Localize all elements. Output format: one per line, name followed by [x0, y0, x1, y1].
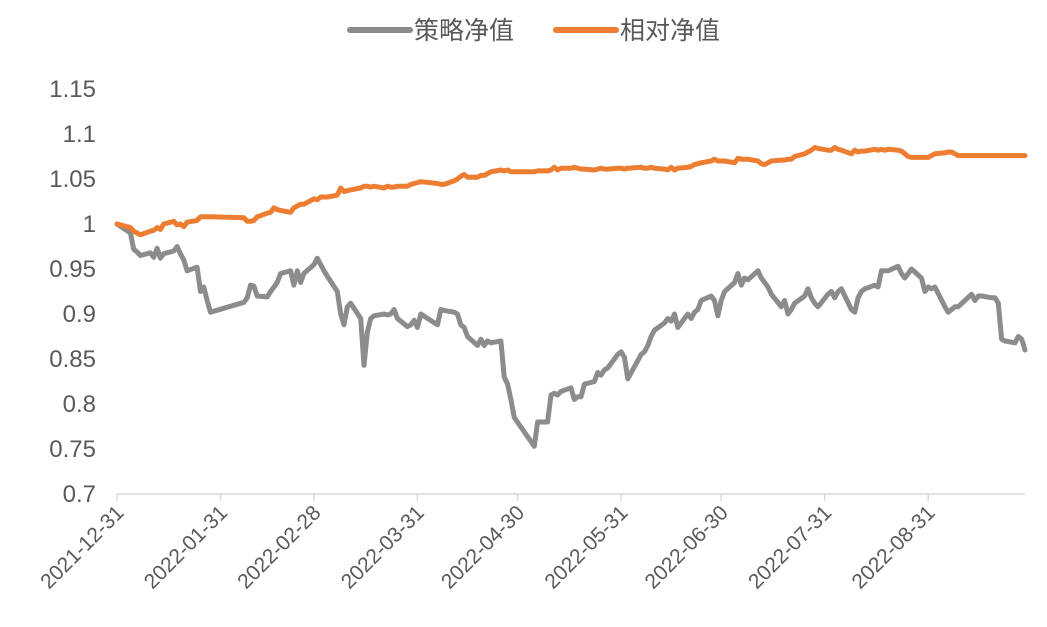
legend-label-relative: 相对净值: [620, 16, 720, 45]
x-tick-label: 2022-05-31: [540, 501, 632, 593]
y-tick-label: 1.05: [49, 166, 96, 193]
legend-item-relative: 相对净值: [553, 16, 720, 45]
y-tick-label: 1.15: [49, 76, 96, 103]
series-layer: [114, 145, 1028, 449]
series-line-relative: [114, 145, 1028, 238]
y-axis: 0.7 0.75 0.8 0.85 0.9 0.95 1 1.05 1.1 1.15: [49, 76, 96, 508]
y-tick-label: 0.75: [49, 436, 96, 463]
x-tick-label: 2022-07-31: [744, 501, 836, 593]
series-line-strategy: [114, 221, 1028, 449]
y-tick-label: 1.1: [63, 121, 96, 148]
y-tick-label: 1: [83, 211, 96, 238]
x-tick-label: 2022-08-31: [848, 501, 940, 593]
x-tick-label: 2022-04-30: [437, 501, 529, 593]
x-tick-label: 2022-02-28: [233, 501, 325, 593]
x-tick-label: 2022-06-30: [641, 501, 733, 593]
y-tick-label: 0.95: [49, 256, 96, 283]
x-tick-label: 2021-12-31: [36, 501, 128, 593]
legend-label-strategy: 策略净值: [414, 16, 514, 45]
x-tick-label: 2022-03-31: [337, 501, 429, 593]
legend: 策略净值 相对净值: [347, 16, 720, 45]
y-tick-label: 0.9: [63, 301, 96, 328]
x-axis: 2021-12-31 2022-01-31 2022-02-28 2022-03-31…: [36, 493, 1025, 593]
y-tick-label: 0.7: [63, 481, 96, 508]
y-tick-label: 0.85: [49, 346, 96, 373]
x-tick-label: 2022-01-31: [140, 501, 232, 593]
y-tick-label: 0.8: [63, 391, 96, 418]
legend-item-strategy: 策略净值: [347, 16, 514, 45]
